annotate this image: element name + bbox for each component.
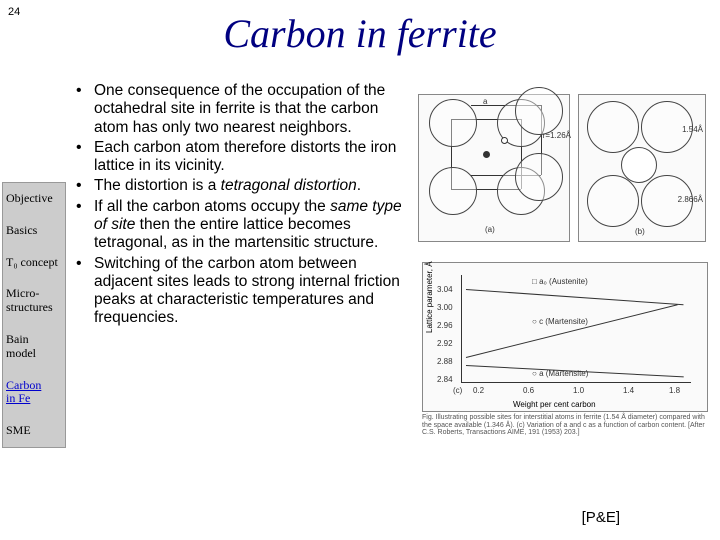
figure-a: (a) r=1.26Å a — [418, 94, 570, 242]
chart-y-title: Lattice parameter, Å — [425, 261, 434, 333]
bullet-item: If all the carbon atoms occupy the same … — [72, 198, 408, 253]
sidebar-item-bain[interactable]: Bainmodel — [3, 324, 65, 370]
sidebar-item-microstructures[interactable]: Micro-structures — [3, 278, 65, 324]
chart-x-title: Weight per cent carbon — [513, 400, 596, 409]
bullet-item: Each carbon atom therefore distorts the … — [72, 139, 408, 176]
sidebar-item-t0[interactable]: T₀ concept — [3, 247, 65, 279]
citation: [P&E] — [582, 509, 620, 526]
bullet-item: One consequence of the occupation of the… — [72, 82, 408, 137]
sidebar-item-sme[interactable]: SME — [3, 415, 65, 447]
bullet-item: Switching of the carbon atom between adj… — [72, 255, 408, 328]
figure-caption: Fig. Illustrating possible sites for int… — [422, 414, 708, 437]
figure-a-dim: r=1.26Å — [543, 131, 571, 140]
figure-b-dim1: 1.54Å — [682, 125, 703, 134]
figure-a-a: a — [483, 97, 487, 106]
bullet-list: One consequence of the occupation of the… — [72, 82, 408, 330]
figure-b: (b) 1.54Å 2.866Å — [578, 94, 706, 242]
sidebar-item-basics[interactable]: Basics — [3, 215, 65, 247]
figure-a-label: (a) — [485, 225, 495, 234]
figure-c-chart: Lattice parameter, Å □ a₀ (Austenite) ○ … — [422, 262, 708, 412]
sidebar-item-carbon[interactable]: Carbonin Fe — [3, 370, 65, 416]
figure-c-label: (c) — [453, 386, 462, 395]
bullet-item: The distortion is a tetragonal distortio… — [72, 177, 408, 195]
sidebar-nav: Objective Basics T₀ concept Micro-struct… — [2, 182, 66, 448]
figures-panel: (a) r=1.26Å a (b) 1.54Å 2.866Å Lattice p… — [418, 94, 714, 437]
page-title: Carbon in ferrite — [0, 10, 720, 57]
sidebar-item-objective[interactable]: Objective — [3, 183, 65, 215]
figure-b-label: (b) — [635, 227, 645, 236]
figure-b-dim2: 2.866Å — [678, 195, 703, 204]
